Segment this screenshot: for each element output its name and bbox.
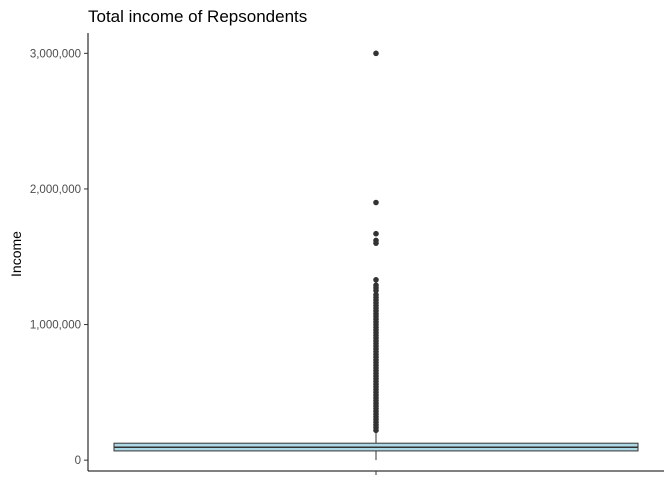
outlier-point (373, 287, 379, 294)
outlier-point (373, 276, 379, 283)
outlier-point (373, 199, 379, 206)
y-tick-label: 2,000,000 (30, 184, 81, 196)
outlier-point (373, 427, 379, 434)
outlier-point (373, 230, 379, 237)
outlier-points (373, 50, 379, 434)
box-element (113, 431, 639, 461)
outlier-point (373, 240, 379, 246)
chart-title: Total income of Repsondents (88, 7, 307, 26)
y-tick-label: 0 (75, 455, 81, 467)
y-tick-label: 1,000,000 (30, 320, 81, 332)
y-tick-label: 3,000,000 (30, 48, 81, 60)
y-axis-label: Income (8, 231, 24, 277)
y-axis-ticks: 0 1,000,000 2,000,000 3,000,000 (30, 48, 88, 467)
outlier-point (373, 50, 379, 57)
